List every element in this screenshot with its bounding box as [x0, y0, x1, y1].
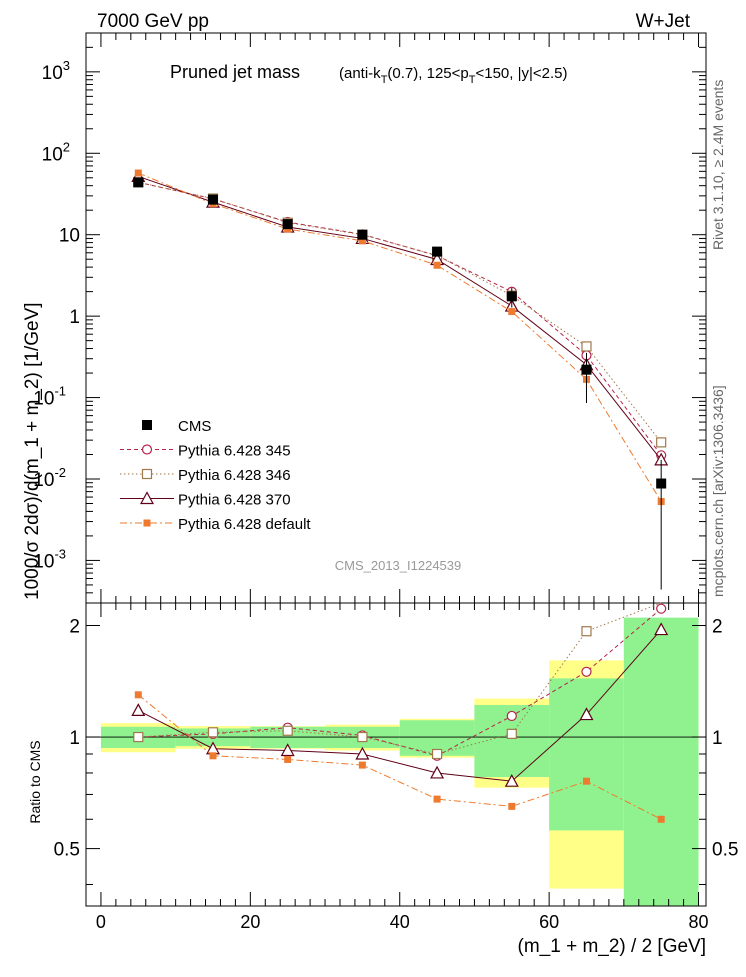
- series-marker: [582, 777, 590, 785]
- data-marker: [656, 478, 667, 489]
- series-marker: [504, 773, 519, 787]
- series-marker: [581, 666, 592, 677]
- data-marker: [282, 219, 293, 230]
- data-marker: [357, 229, 368, 240]
- ratio-series-line: [138, 602, 662, 755]
- series-marker: [581, 626, 592, 637]
- series-marker: [134, 691, 142, 699]
- analysis-id-label: CMS_2013_I1224539: [335, 558, 462, 573]
- series-line: [138, 181, 662, 456]
- x-tick-label: 0: [96, 912, 106, 932]
- x-tick-label: 60: [539, 912, 559, 932]
- x-axis-label: (m_1 + m_2) / 2 [GeV]: [518, 936, 707, 957]
- series-marker: [280, 743, 295, 757]
- y-tick-label: 1: [69, 307, 80, 328]
- data-marker: [142, 420, 152, 430]
- ratio-tick-label: 0.5: [712, 840, 738, 861]
- ratio-y-axis-label: Ratio to CMS: [27, 740, 43, 823]
- ratio-series-line: [138, 608, 662, 757]
- series-layer: [131, 169, 669, 823]
- series-marker: [358, 761, 366, 769]
- series-line: [138, 172, 662, 502]
- y-axis-label: 1000/σ 2dσ)/d(m_1 + m_2) [1/GeV]: [22, 302, 43, 600]
- series-line: [138, 175, 662, 461]
- series-marker: [133, 731, 144, 743]
- series-marker: [433, 795, 441, 803]
- legend-label: Pythia 6.428 370: [178, 492, 291, 509]
- series-marker: [207, 727, 219, 738]
- series-marker: [430, 765, 445, 779]
- y-tick-label: 102: [42, 139, 70, 165]
- series-marker: [357, 731, 368, 743]
- series-marker: [131, 703, 146, 717]
- ratio-uncertainty-bands: [100, 617, 699, 906]
- series-marker: [284, 755, 292, 763]
- series-marker: [431, 748, 443, 760]
- x-tick-label: 20: [240, 912, 260, 932]
- legend-label: Pythia 6.428 default: [178, 516, 311, 533]
- data-marker: [432, 246, 443, 257]
- series-marker: [282, 725, 293, 736]
- series-marker: [508, 308, 516, 316]
- legend-label: Pythia 6.428 346: [178, 467, 291, 484]
- y-tick-label: 10-2: [33, 465, 66, 491]
- data-marker: [506, 291, 517, 302]
- stat-uncertainty-band: [623, 617, 699, 906]
- legend-label: CMS: [178, 418, 211, 435]
- series-marker: [358, 237, 366, 245]
- series-marker: [508, 802, 516, 810]
- series-line: [138, 181, 662, 443]
- data-marker: [581, 364, 592, 375]
- series-marker: [657, 815, 665, 823]
- series-marker: [656, 603, 667, 614]
- stat-uncertainty-band: [549, 678, 624, 831]
- series-marker: [134, 169, 142, 177]
- series-marker: [506, 710, 517, 722]
- rivet-label: Rivet 3.1.10, ≥ 2.4M events: [710, 80, 726, 250]
- data-marker: [207, 194, 218, 205]
- ratio-series-line: [137, 694, 662, 820]
- series-marker: [433, 261, 441, 269]
- series-marker: [141, 444, 153, 455]
- series-marker: [506, 728, 517, 739]
- ratio-tick-label: 0.5: [54, 840, 80, 861]
- data-marker: [133, 177, 144, 188]
- y-tick-label: 10: [59, 226, 80, 247]
- y-tick-label: 103: [42, 58, 70, 84]
- ratio-tick-label: 1: [69, 728, 80, 749]
- ratio-tick-label: 2: [712, 616, 723, 637]
- series-marker: [141, 468, 153, 480]
- plot-subtitle: (anti-kT(0.7), 125<pT<150, |y|<2.5): [339, 65, 568, 86]
- series-marker: [139, 491, 155, 505]
- series-marker: [656, 437, 667, 448]
- series-marker: [355, 746, 370, 760]
- x-tick-label: 80: [689, 912, 709, 932]
- energy-label: 7000 GeV pp: [97, 11, 209, 32]
- series-marker: [579, 707, 594, 721]
- ratio-tick-label: 2: [69, 616, 80, 637]
- legend: CMS Pythia 6.428 345 Pythia 6.428 346 Pythi…: [120, 418, 311, 533]
- plot-title: Pruned jet mass: [170, 62, 300, 82]
- ratio-series-line: [138, 629, 662, 782]
- process-label: W+Jet: [636, 11, 691, 32]
- legend-label: Pythia 6.428 345: [178, 443, 291, 460]
- series-marker: [143, 519, 151, 527]
- x-tick-label: 40: [390, 912, 410, 932]
- series-marker: [581, 341, 592, 352]
- mcplots-label: mcplots.cern.ch [arXiv:1306.3436]: [710, 385, 726, 597]
- series-marker: [654, 622, 669, 636]
- series-marker: [209, 752, 217, 760]
- ratio-tick-label: 1: [712, 728, 723, 749]
